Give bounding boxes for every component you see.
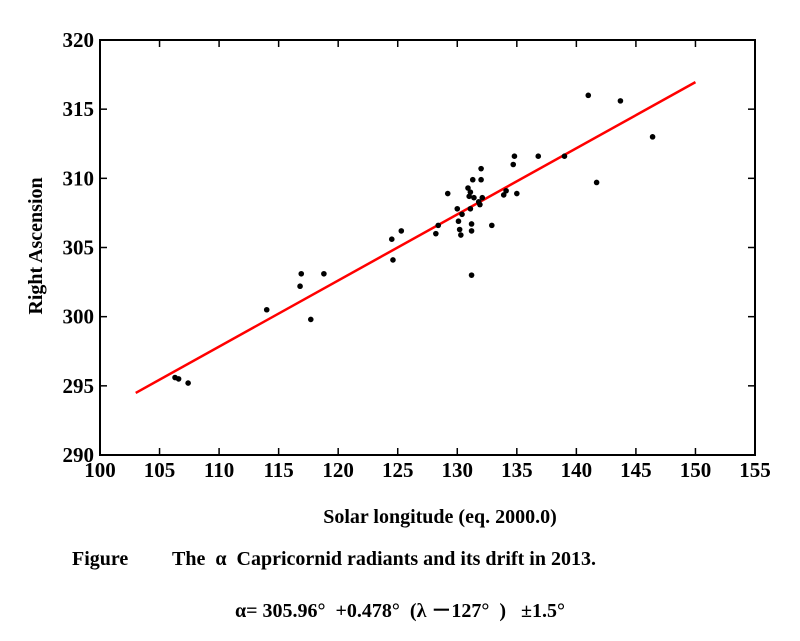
data-point	[468, 272, 475, 278]
x-tick-label: 150	[680, 458, 712, 482]
data-point	[585, 92, 592, 99]
y-tick-label: 315	[63, 97, 95, 121]
data-point	[514, 190, 520, 197]
data-point	[435, 222, 442, 229]
data-point	[468, 221, 475, 227]
data-point	[469, 176, 476, 183]
x-tick-label: 130	[442, 458, 474, 482]
data-point	[465, 185, 471, 191]
x-tick-label: 105	[144, 458, 176, 482]
data-point	[477, 201, 483, 208]
x-tick-label: 125	[382, 458, 414, 482]
data-point	[467, 189, 474, 195]
data-point	[307, 316, 314, 323]
y-tick-label: 290	[63, 443, 95, 467]
data-point	[298, 270, 305, 277]
data-point	[478, 176, 484, 183]
data-point	[454, 205, 461, 212]
data-point	[617, 98, 624, 104]
x-tick-label: 110	[204, 458, 234, 482]
x-tick-label: 100	[84, 458, 116, 482]
data-point	[433, 230, 439, 237]
data-point	[500, 192, 507, 198]
x-tick-label: 155	[739, 458, 771, 482]
y-tick-label: 305	[63, 236, 95, 260]
data-point	[503, 187, 509, 194]
y-tick-label: 295	[63, 374, 95, 398]
data-point	[459, 211, 465, 218]
regression-line	[135, 81, 697, 395]
data-point	[471, 194, 477, 201]
x-tick-label: 120	[322, 458, 354, 482]
drift-formula: α= 305.96° +0.478° (λ －127° ) ±1.5°	[234, 600, 566, 622]
data-point	[561, 153, 568, 159]
x-axis-title: Solar longitude (eq. 2000.0)	[323, 506, 557, 528]
data-point	[593, 179, 600, 186]
data-point	[489, 222, 495, 229]
figure-caption-text: The α Capricornid radiants and its drift…	[172, 548, 596, 570]
data-point	[535, 153, 542, 159]
y-tick-label: 310	[63, 166, 95, 190]
figure-caption: Figure The α Capricornid radiants and its…	[72, 548, 596, 571]
fit-line-layer	[135, 81, 697, 395]
x-axis-ticks: 100 105 110 115 120 125 130 135 140 145 150 155	[84, 40, 771, 482]
data-point	[456, 226, 463, 233]
x-tick-label: 115	[263, 458, 293, 482]
x-tick-label: 145	[620, 458, 652, 482]
y-tick-label: 320	[63, 28, 95, 52]
x-tick-label: 135	[501, 458, 533, 482]
data-point	[297, 283, 303, 290]
data-point	[185, 380, 191, 386]
y-axis-title: Right Ascension	[25, 177, 47, 314]
data-point	[458, 232, 464, 238]
data-point	[390, 257, 396, 263]
data-point	[175, 376, 182, 382]
y-tick-label: 300	[63, 305, 95, 329]
data-point	[455, 218, 462, 225]
data-point	[467, 205, 474, 212]
data-point	[398, 228, 405, 234]
data-point	[479, 194, 486, 201]
data-point	[478, 165, 484, 172]
figure-label: Figure	[72, 548, 129, 570]
data-points	[172, 92, 656, 386]
x-tick-label: 140	[561, 458, 593, 482]
y-axis-ticks: 290 295 300 305 310 315 320	[63, 28, 755, 467]
data-point	[649, 134, 656, 140]
data-point	[511, 153, 518, 159]
data-point	[263, 306, 270, 313]
data-point	[321, 270, 327, 277]
data-point	[510, 161, 517, 168]
data-point	[444, 190, 451, 197]
data-point	[388, 236, 395, 242]
data-point	[468, 228, 475, 234]
